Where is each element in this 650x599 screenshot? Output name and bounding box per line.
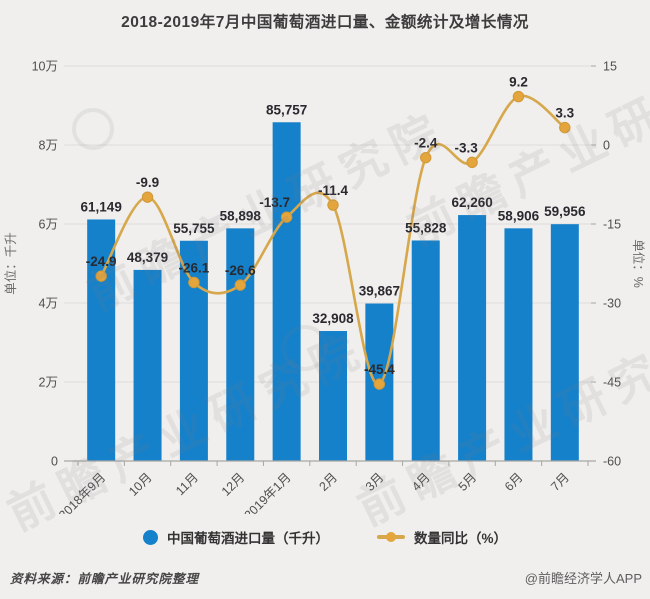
chart-footer: 资料来源：前瞻产业研究院整理 @前瞻经济学人APP <box>0 565 650 589</box>
line-marker <box>373 378 386 390</box>
line-marker <box>512 90 525 103</box>
right-axis-name: 单位：% <box>631 239 646 288</box>
bar <box>504 228 533 461</box>
legend-item-import-volume[interactable]: 中国葡萄酒进口量（千升） <box>142 527 329 547</box>
x-axis-label: 10月 <box>126 470 155 499</box>
bar <box>458 215 487 461</box>
line-value-label: -11.4 <box>318 183 349 198</box>
left-axis-tick: 6万 <box>39 218 58 232</box>
bar <box>133 269 162 461</box>
line-series <box>95 90 571 390</box>
line-value-label: -9.9 <box>136 175 159 190</box>
bar <box>411 240 440 461</box>
right-axis-tick: -30 <box>603 297 621 311</box>
line-value-label: -45.4 <box>364 362 395 377</box>
value-labels: 61,149 48,379 55,755 58,898 85,757 32,908 39,8… <box>81 75 586 378</box>
legend-label: 中国葡萄酒进口量（千升） <box>166 531 329 546</box>
x-axis-label: 4月 <box>409 470 433 494</box>
x-axis-label: 6月 <box>502 470 526 494</box>
x-axis-label: 2月 <box>316 470 340 494</box>
bar-series-swatch <box>142 529 158 545</box>
line-series-dot <box>385 532 396 542</box>
line-marker <box>420 151 432 164</box>
right-axis-tick: -15 <box>603 218 621 232</box>
line-value-label: -3.3 <box>454 140 478 155</box>
line-marker <box>234 279 246 291</box>
x-axis-label: 11月 <box>173 470 201 498</box>
bar <box>550 224 579 461</box>
bar-value-label: 58,898 <box>220 208 262 223</box>
line-marker <box>327 199 339 211</box>
bar <box>87 219 116 461</box>
bar-value-label: 48,379 <box>127 250 168 265</box>
line-marker <box>280 211 293 223</box>
line-value-label: 3.3 <box>555 106 574 121</box>
left-axis-name: 单位：千升 <box>3 232 18 295</box>
left-axis-tick: 2万 <box>39 376 58 390</box>
bar-value-label: 58,906 <box>498 208 540 223</box>
bar-value-label: 85,757 <box>266 102 307 117</box>
right-axis-tick: 15 <box>603 60 617 74</box>
line-marker <box>188 276 200 289</box>
credit-note: @前瞻经济学人APP <box>524 571 642 586</box>
x-axis-label: 3月 <box>363 470 387 494</box>
x-axis-label: 2018年9月 <box>56 470 108 514</box>
bar-value-label: 55,828 <box>405 220 447 235</box>
line-marker <box>141 191 154 203</box>
bar <box>226 228 255 461</box>
x-axis-label: 2019年1月 <box>242 470 294 514</box>
right-axis-tick: 0 <box>603 139 610 153</box>
line-marker <box>559 121 571 134</box>
legend-label: 数量同比（%） <box>413 531 507 546</box>
chart-title: 2018-2019年7月中国葡萄酒进口量、金额统计及增长情况 <box>121 14 529 31</box>
bar-series <box>87 122 579 461</box>
bar-value-label: 61,149 <box>81 199 122 214</box>
right-axis-tick: -60 <box>603 455 621 469</box>
bar-value-label: 59,956 <box>544 204 586 219</box>
right-axis-tick: -45 <box>603 376 621 390</box>
bar-value-label: 62,260 <box>451 195 492 210</box>
line-value-label: -26.6 <box>225 263 256 278</box>
line-value-label: -2.4 <box>414 136 438 151</box>
bar-value-label: 32,908 <box>312 311 354 326</box>
left-axis-tick: 0 <box>51 455 58 469</box>
bar-value-label: 55,755 <box>173 221 215 236</box>
left-axis-tick: 8万 <box>39 139 58 153</box>
x-axis-label: 7月 <box>548 470 572 494</box>
line-value-label: -13.7 <box>259 195 290 210</box>
line-marker <box>466 156 478 169</box>
line-value-label: 9.2 <box>509 75 528 90</box>
line-series-swatch <box>376 532 405 542</box>
combo-chart: 10万 8万 6万 4万 2万 0 15 0 -15 -30 -45 -60 单位：千升 单位：% 2018… <box>3 60 646 515</box>
legend-item-yoy-growth[interactable]: 数量同比（%） <box>376 527 507 547</box>
line-value-label: -26.1 <box>179 260 210 275</box>
left-axis-tick: 4万 <box>39 297 58 311</box>
line-marker <box>95 270 107 282</box>
x-axis-label: 12月 <box>219 470 248 499</box>
bar-value-label: 39,867 <box>359 284 400 299</box>
data-source-note: 资料来源：前瞻产业研究院整理 <box>10 572 200 586</box>
bar <box>272 122 301 461</box>
line-value-label: -24.9 <box>86 254 117 269</box>
x-axis-label: 5月 <box>456 470 480 494</box>
left-axis-tick: 10万 <box>32 60 58 74</box>
bar <box>319 331 347 461</box>
chart-legend: 中国葡萄酒进口量（千升） 数量同比（%） <box>0 527 650 547</box>
